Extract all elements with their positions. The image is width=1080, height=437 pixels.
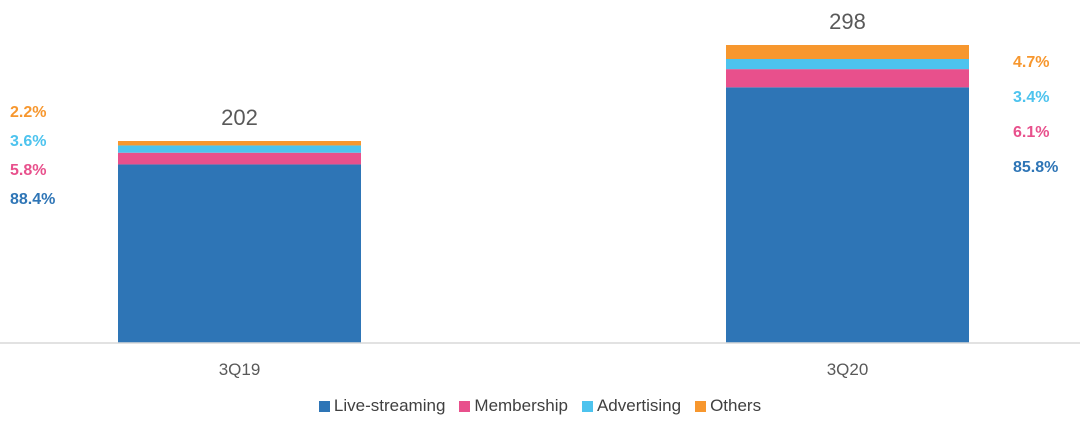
pct-label-advertising-3q19: 3.6% bbox=[10, 133, 46, 150]
pct-label-membership-3q20: 6.1% bbox=[1013, 124, 1049, 141]
total-label-3q20: 298 bbox=[829, 9, 866, 34]
category-label-3q20: 3Q20 bbox=[827, 360, 869, 379]
legend-label: Membership bbox=[474, 396, 568, 415]
bar-segment-others-3q19 bbox=[118, 141, 361, 146]
legend-item-others: Others bbox=[695, 396, 761, 416]
legend-label: Others bbox=[710, 396, 762, 415]
legend-swatch bbox=[695, 400, 707, 412]
legend-swatch bbox=[459, 400, 471, 412]
pct-label-others-3q20: 4.7% bbox=[1013, 54, 1049, 71]
bars-group bbox=[118, 45, 969, 343]
pct-label-membership-3q19: 5.8% bbox=[10, 162, 46, 179]
bar-segment-membership-3q19 bbox=[118, 152, 361, 165]
labels-group: 202 3Q19 88.4% 5.8% 3.6% 2.2% 298 3Q20 85.8% 6.1%… bbox=[10, 9, 1058, 379]
pct-label-live-streaming-3q20: 85.8% bbox=[1013, 159, 1058, 176]
pct-label-live-streaming-3q19: 88.4% bbox=[10, 191, 55, 208]
bar-segment-live-streaming-3q19 bbox=[118, 164, 361, 343]
bar-segment-membership-3q20 bbox=[726, 69, 969, 88]
bar-segment-advertising-3q19 bbox=[118, 145, 361, 153]
legend-item-membership: Membership bbox=[459, 396, 568, 416]
legend-label: Live-streaming bbox=[333, 396, 446, 415]
legend-swatch bbox=[318, 400, 330, 412]
legend-item-advertising: Advertising bbox=[581, 396, 682, 416]
legend-label: Advertising bbox=[596, 396, 682, 415]
legend: Live-streaming Membership Advertising Other… bbox=[0, 396, 1080, 416]
total-label-3q19: 202 bbox=[221, 105, 258, 130]
legend-swatch bbox=[581, 400, 593, 412]
category-label-3q19: 3Q19 bbox=[219, 360, 261, 379]
pct-label-advertising-3q20: 3.4% bbox=[1013, 89, 1049, 106]
legend-item-live-streaming: Live-streaming bbox=[318, 396, 446, 416]
bar-segment-advertising-3q20 bbox=[726, 59, 969, 70]
bar-segment-live-streaming-3q20 bbox=[726, 87, 969, 343]
pct-label-others-3q19: 2.2% bbox=[10, 104, 46, 121]
bar-segment-others-3q20 bbox=[726, 45, 969, 60]
stacked-bar-chart: 202 3Q19 88.4% 5.8% 3.6% 2.2% 298 3Q20 85.8% 6.1%… bbox=[0, 9, 1080, 379]
